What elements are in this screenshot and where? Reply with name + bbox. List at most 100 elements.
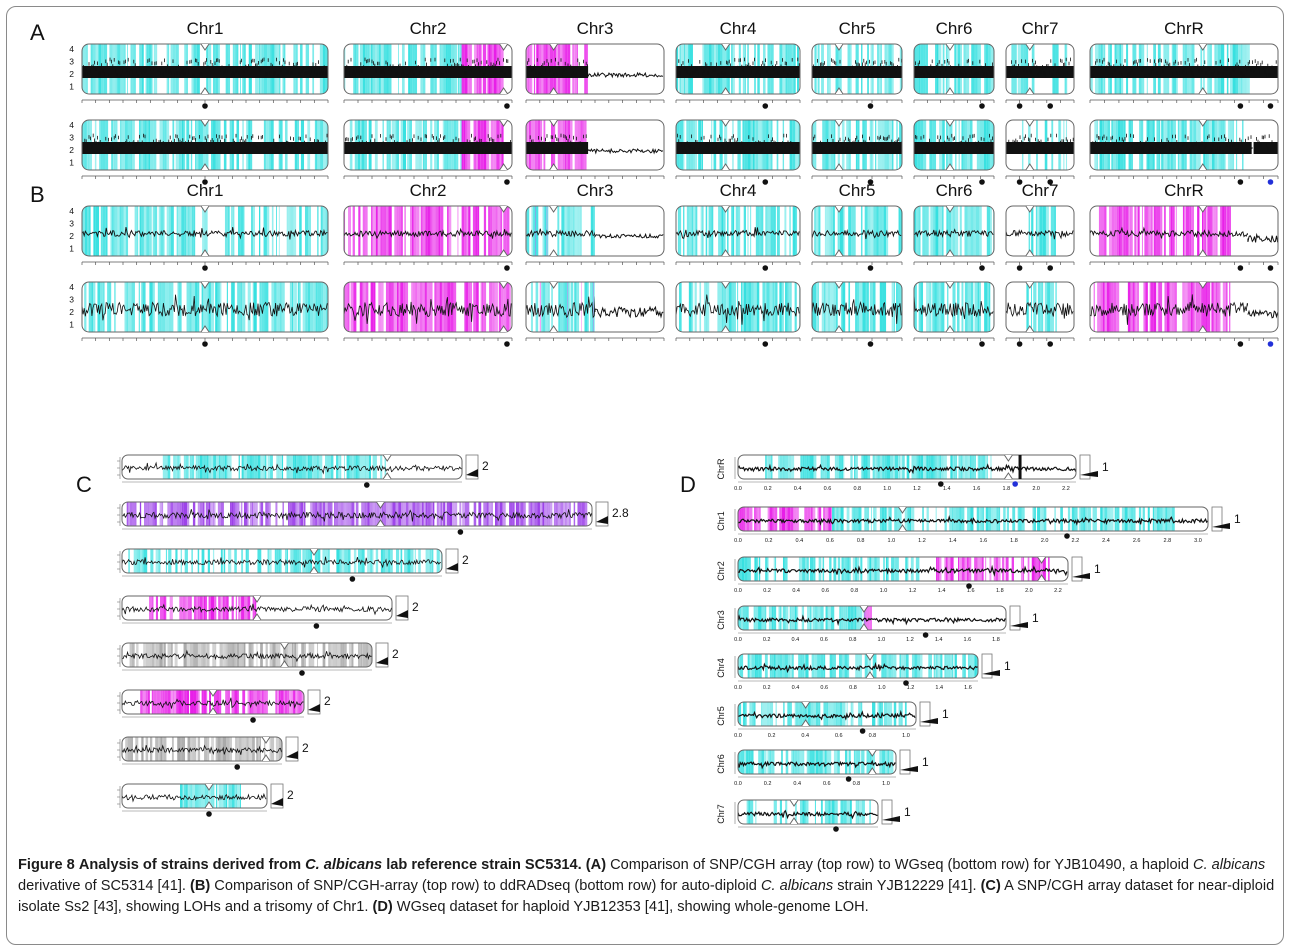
centromere-marker [762, 265, 769, 271]
caption-title-2: lab reference strain SC5314. [382, 857, 582, 873]
centromere-marker [867, 341, 874, 347]
axis-tick-label: 1 [69, 320, 74, 330]
axis-tick-label: 0.0 [734, 486, 742, 492]
copy-number-wedge [882, 816, 900, 822]
axis-tick-label: 2.0 [1025, 588, 1033, 594]
centromere-marker [1237, 265, 1244, 271]
caption-d-text: WGseq dataset for haploid YJB12353 [41],… [392, 899, 869, 915]
centromere-marker [504, 103, 510, 109]
axis-tick-label: 2 [69, 69, 74, 79]
copy-number-label: 2 [462, 553, 469, 567]
axis-tick-label: 1.0 [888, 538, 896, 544]
axis-tick-label: 0.6 [820, 685, 828, 691]
centromere-marker [250, 717, 256, 723]
axis-tick-label: 2.0 [1041, 538, 1049, 544]
caption-a-species: C. albicans [1193, 857, 1266, 873]
axis-tick-label: 2 [69, 145, 74, 155]
caption-title-species: C. albicans [305, 857, 383, 873]
axis-tick-label: 0.4 [792, 685, 800, 691]
copy-number-label: 2 [482, 459, 489, 473]
axis-tick-label: 0.8 [869, 733, 877, 739]
axis-tick-label: 3.0 [1194, 538, 1202, 544]
centromere-marker [313, 623, 320, 629]
chromosome-label: ChrR [716, 458, 726, 480]
axis-tick-label: 0.0 [734, 685, 742, 691]
axis-tick-label: 2 [69, 231, 74, 241]
axis-tick-label: 2 [69, 307, 74, 317]
chromosome-label: Chr4 [716, 658, 726, 678]
axis-tick-label: 1.6 [964, 685, 972, 691]
axis-tick-label: 1.0 [878, 685, 886, 691]
copy-number-wedge [466, 469, 478, 477]
axis-tick-label: 0.0 [734, 588, 742, 594]
centromere-marker [202, 179, 208, 185]
copy-number-box [919, 701, 931, 727]
centromere-marker [833, 826, 839, 832]
centromere-marker [922, 632, 929, 638]
centromere-marker [364, 482, 370, 488]
copy-number-label: 1 [942, 707, 949, 721]
caption-b-text-2: strain YJB12229 [41]. [833, 878, 981, 894]
copy-number-wedge [1072, 573, 1090, 579]
centromere-marker [1267, 265, 1274, 271]
chromosome-label: Chr4 [720, 19, 757, 38]
centromere-marker [762, 341, 769, 347]
caption-d-label: (D) [372, 899, 393, 915]
axis-tick-label: 0.8 [849, 637, 857, 643]
chromosome-label: Chr7 [716, 804, 726, 824]
panel-d-letter: D [680, 472, 696, 497]
axis-tick-label: 1.8 [1003, 486, 1011, 492]
centromere-marker [903, 680, 909, 686]
centromere-marker [1016, 341, 1023, 347]
axis-tick-label: 0.4 [794, 486, 802, 492]
copy-number-box [881, 799, 893, 825]
copy-number-wedge [920, 718, 938, 724]
chromosome-label: Chr1 [716, 511, 726, 531]
axis-tick-label: 0.6 [835, 733, 843, 739]
blue-marker [1012, 481, 1018, 487]
copy-number-wedge [982, 670, 1000, 676]
axis-tick-label: 1.0 [882, 781, 890, 787]
axis-tick-label: 0.2 [763, 588, 771, 594]
blue-marker [1267, 179, 1274, 185]
chromosome-label: Chr6 [936, 19, 973, 38]
panel-d: D ChrR 0.0 0.2 0.4 0.6 0.8 1.0 1.2 1.4 1.6 1.8 2.0 2.… [680, 454, 1241, 832]
centromere-marker [504, 265, 510, 271]
copy-number-wedge [308, 704, 320, 712]
copy-number-wedge [1010, 622, 1028, 628]
chromosome-label: Chr3 [716, 610, 726, 630]
axis-tick-label: 2.4 [1102, 538, 1110, 544]
axis-tick-label: 0.8 [853, 486, 861, 492]
axis-tick-label: 0.4 [801, 733, 809, 739]
centromere-marker [1237, 179, 1244, 185]
caption-a-text-2: derivative of SC5314 [41]. [18, 878, 190, 894]
chromosome-label: Chr5 [839, 181, 876, 200]
axis-tick-label: 1.4 [943, 486, 951, 492]
centromere-marker [202, 341, 208, 347]
axis-tick-label: 0.8 [849, 685, 857, 691]
axis-tick-label: 0.6 [820, 637, 828, 643]
centromere-marker [1016, 179, 1023, 185]
axis-tick-label: 0.0 [734, 733, 742, 739]
centromere-marker [349, 576, 356, 582]
centromere-marker [1047, 341, 1053, 347]
axis-tick-label: 0.6 [826, 538, 834, 544]
centromere-marker [979, 341, 985, 347]
axis-tick-label: 0.6 [823, 781, 831, 787]
axis-tick-label: 0.2 [764, 781, 772, 787]
axis-tick-label: 1.0 [880, 588, 888, 594]
centromere-marker [1064, 533, 1070, 539]
centromere-marker [504, 341, 510, 347]
axis-tick-label: 1 [69, 82, 74, 92]
centromere-marker [457, 529, 464, 535]
axis-tick-label: 1.0 [878, 637, 886, 643]
axis-tick-label: 4 [69, 282, 74, 292]
copy-number-label: 1 [1234, 512, 1241, 526]
copy-number-box [981, 653, 993, 679]
centromere-marker [234, 764, 240, 770]
axis-tick-label: 0.4 [792, 637, 800, 643]
centromere-marker [1016, 265, 1023, 271]
copy-number-label: 1 [1032, 611, 1039, 625]
copy-number-label: 2 [302, 741, 309, 755]
copy-number-box [899, 749, 911, 775]
